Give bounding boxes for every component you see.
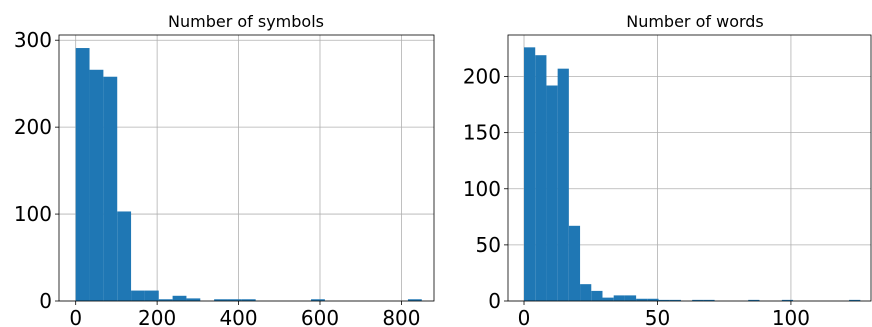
words-histogram-bar-29 [849,299,861,301]
symbols-ticks: 0 200 400 600 800 0 100 200 300 [14,28,421,327]
symbols-histogram-panel: Number of symbols 0 200 400 600 800 0 100 200 30… [14,12,435,327]
symbols-histogram-bar-1 [89,69,104,301]
words-histogram-bar-13 [669,299,681,301]
symbols-y-tick-label-2: 200 [14,115,52,139]
symbols-y-tick-label-0: 0 [39,289,52,313]
words-histogram-bar-15 [692,299,704,301]
words-histogram-bar-2 [546,85,558,301]
words-y-tick-label-2: 100 [463,177,501,201]
symbols-y-tick-label-1: 100 [14,202,52,226]
symbols-histogram-bar-24 [407,299,422,301]
symbols-histogram-bar-8 [186,298,201,301]
words-histogram-bar-5 [580,284,592,301]
words-histogram-bar-12 [658,299,670,301]
chart-title-words: Number of words [626,12,764,31]
words-histogram-bar-7 [602,297,614,301]
symbols-x-tick-label-3: 600 [301,306,339,327]
symbols-histogram-bar-5 [144,290,159,301]
words-histogram-bar-8 [613,295,625,301]
symbols-bars [75,48,422,301]
words-histogram-bar-1 [535,55,547,301]
symbols-histogram-bar-6 [158,299,173,301]
words-histogram-bar-9 [624,295,637,301]
symbols-histogram-bar-12 [241,299,256,301]
words-histogram-bar-6 [591,290,603,301]
words-histogram-bar-16 [703,299,715,301]
symbols-y-tick-label-3: 300 [14,28,52,52]
words-y-tick-label-0: 0 [488,289,501,313]
words-y-tick-label-4: 200 [463,65,501,89]
symbols-x-tick-label-4: 800 [382,306,420,327]
symbols-histogram-bar-3 [117,211,132,301]
words-histogram-bar-20 [748,299,760,301]
words-y-tick-label-3: 150 [463,121,501,145]
words-y-tick-label-1: 50 [476,233,501,257]
words-histogram-bar-4 [568,225,581,301]
symbols-x-tick-label-0: 0 [69,306,82,327]
words-axes-frame [507,34,872,302]
words-histogram-bar-10 [636,298,648,301]
words-histogram-bar-0 [524,47,536,301]
words-x-tick-label-1: 50 [645,306,670,327]
symbols-histogram-bar-10 [214,299,228,301]
words-histogram-bar-3 [557,68,569,301]
words-histogram-panel: Number of words 0 50 100 0 50 100 150 200 [463,12,872,327]
words-x-tick-label-0: 0 [518,306,531,327]
symbols-histogram-bar-17 [311,299,325,301]
symbols-x-tick-label-1: 200 [138,306,176,327]
symbols-x-tick-label-2: 400 [219,306,257,327]
words-histogram-bar-11 [647,298,659,301]
symbols-axes-frame [58,34,435,302]
words-bars [524,47,861,301]
symbols-histogram-bar-2 [103,76,118,301]
symbols-histogram-bar-4 [131,290,145,301]
symbols-histogram-bar-11 [227,299,242,301]
symbols-histogram-bar-0 [75,48,90,301]
words-histogram-bar-23 [781,299,794,301]
words-x-tick-label-2: 100 [772,306,810,327]
chart-title-symbols: Number of symbols [168,12,324,31]
words-ticks: 0 50 100 0 50 100 150 200 [463,65,810,327]
symbols-histogram-bar-7 [172,295,187,301]
